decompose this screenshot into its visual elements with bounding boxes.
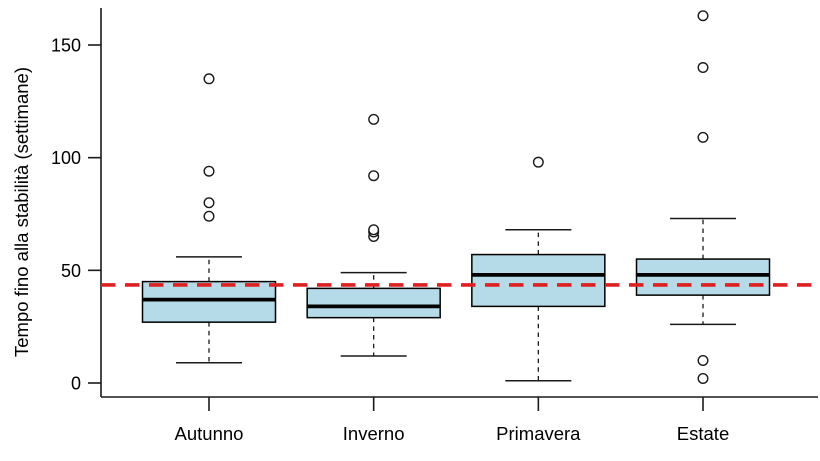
y-axis-title: Tempo fino alla stabilità (settimane) [11, 67, 32, 357]
outlier-point [368, 170, 380, 182]
outlier-point [203, 197, 215, 209]
x-tick-label: Estate [677, 423, 729, 444]
outlier-point [697, 62, 709, 74]
x-tick-label: Primavera [496, 423, 581, 444]
outlier-point [697, 354, 709, 366]
outlier-point [697, 131, 709, 143]
y-tick-label: 100 [51, 148, 81, 168]
outlier-point [203, 73, 215, 85]
outlier-point [203, 210, 215, 222]
iqr-box-estate [635, 258, 771, 296]
outlier-point [368, 113, 380, 125]
outlier-point [697, 372, 709, 384]
y-tick-label: 150 [51, 36, 81, 56]
iqr-box-primavera [471, 253, 606, 308]
iqr-box-inverno [306, 287, 441, 319]
outlier-point [697, 10, 709, 22]
y-tick-label: 50 [61, 261, 81, 281]
outlier-point [203, 165, 215, 177]
outlier-point [368, 224, 380, 236]
x-tick-label: Autunno [175, 423, 244, 444]
outlier-point [532, 156, 544, 168]
iqr-box-autunno [141, 280, 277, 323]
y-tick-label: 0 [71, 374, 81, 394]
x-tick-label: Inverno [343, 423, 405, 444]
